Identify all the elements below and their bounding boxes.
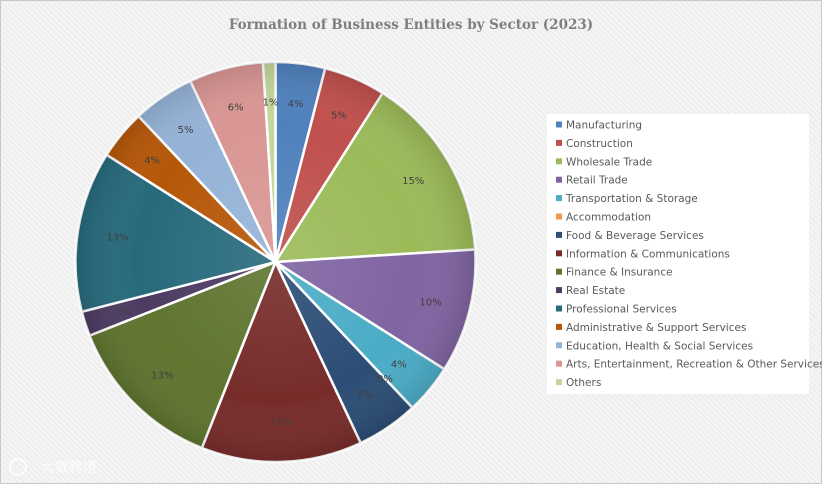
watermark: 大数跨境 — [9, 458, 97, 476]
legend-label-others: Others — [566, 377, 601, 389]
legend-label-professional-services: Professional Services — [566, 304, 677, 316]
pct-label-wholesale-trade: 15% — [402, 176, 424, 187]
pct-label-arts-entertainment-recreation-other-services: 6% — [228, 103, 244, 114]
pct-label-education-health-social-services: 5% — [178, 125, 194, 136]
legend-label-finance-insurance: Finance & Insurance — [566, 267, 673, 279]
legend-swatch-professional-services — [556, 305, 562, 312]
legend-swatch-manufacturing — [556, 121, 562, 128]
pie-slices — [74, 60, 477, 464]
pct-label-professional-services: 13% — [106, 233, 128, 244]
watermark-text: 大数跨境 — [41, 460, 97, 476]
legend-box — [547, 114, 809, 394]
pct-label-manufacturing: 4% — [288, 99, 304, 110]
legend-label-administrative-support-services: Administrative & Support Services — [566, 322, 746, 334]
legend-label-real-estate: Real Estate — [566, 285, 625, 297]
legend-label-food-beverage-services: Food & Beverage Services — [566, 230, 704, 242]
pct-label-real-estate: 2% — [115, 307, 131, 318]
pie-labels: 4% 5% 15% 10% 4% 0% 5% 13% 13% 2% 13% 4% 5% 6% 1% — [106, 98, 441, 429]
legend-swatch-education-health-social-services — [556, 342, 562, 349]
legend-swatch-construction — [556, 139, 562, 146]
legend-swatch-information-communications — [556, 250, 562, 257]
legend-swatch-transportation-storage — [556, 195, 562, 202]
pct-label-construction: 5% — [331, 111, 347, 122]
pct-label-food-beverage-services: 5% — [357, 390, 373, 401]
legend-label-manufacturing: Manufacturing — [566, 120, 642, 132]
pct-label-others: 1% — [263, 98, 279, 109]
legend-label-accommodation: Accommodation — [566, 212, 651, 224]
watermark-logo-icon — [9, 458, 27, 476]
legend-label-information-communications: Information & Communications — [566, 248, 730, 260]
pct-label-accommodation: 0% — [377, 374, 393, 385]
legend-swatch-others — [556, 379, 562, 386]
legend-swatch-retail-trade — [556, 176, 562, 183]
legend-swatch-wholesale-trade — [556, 158, 562, 165]
pct-label-transportation-storage: 4% — [391, 360, 407, 371]
legend-swatch-administrative-support-services — [556, 323, 562, 330]
legend-label-retail-trade: Retail Trade — [566, 175, 628, 187]
legend: Manufacturing Construction Wholesale Trade… — [556, 120, 822, 389]
legend-label-construction: Construction — [566, 138, 633, 150]
legend-label-transportation-storage: Transportation & Storage — [565, 193, 698, 205]
pct-label-retail-trade: 10% — [419, 297, 441, 308]
legend-label-arts-entertainment-recreation-other-services: Arts, Entertainment, Recreation & Other … — [566, 359, 822, 371]
legend-swatch-real-estate — [556, 287, 562, 294]
legend-label-education-health-social-services: Education, Health & Social Services — [566, 340, 753, 352]
legend-swatch-food-beverage-services — [556, 231, 562, 238]
pct-label-information-communications: 13% — [269, 417, 291, 428]
chart-title: Formation of Business Entities by Sector… — [229, 17, 593, 33]
pct-label-administrative-support-services: 4% — [144, 156, 160, 167]
legend-swatch-accommodation — [556, 213, 562, 220]
legend-swatch-finance-insurance — [556, 268, 562, 275]
legend-swatch-arts-entertainment-recreation-other-services — [556, 360, 562, 367]
legend-label-wholesale-trade: Wholesale Trade — [566, 156, 652, 168]
pct-label-finance-insurance: 13% — [151, 371, 173, 382]
